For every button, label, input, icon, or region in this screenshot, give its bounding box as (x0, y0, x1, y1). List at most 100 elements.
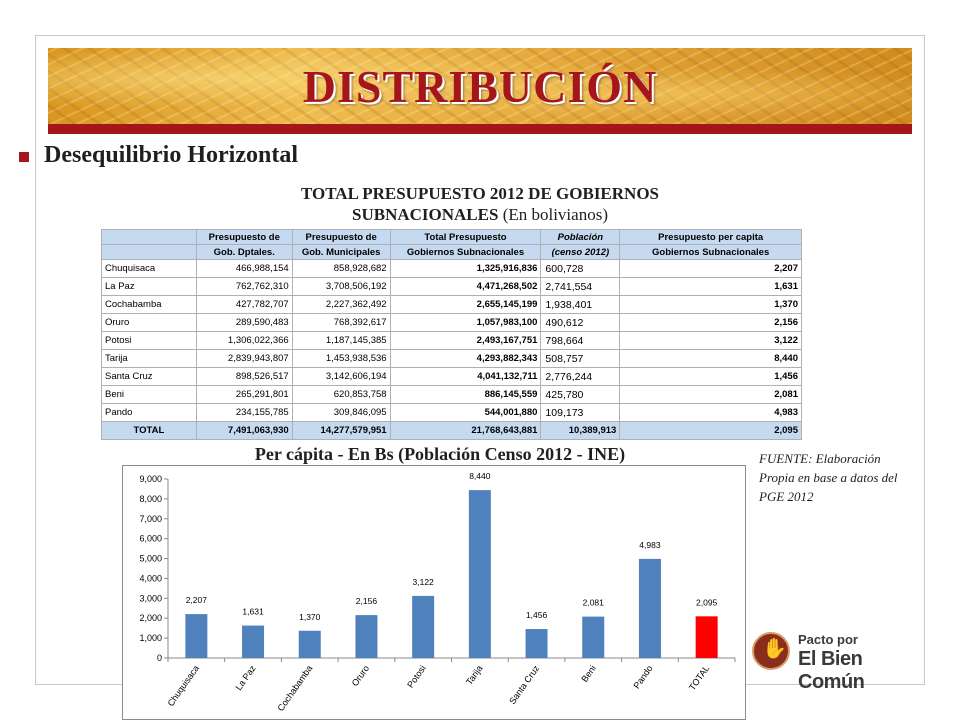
bar-value-label: 2,156 (356, 596, 378, 606)
table-title-line2: SUBNACIONALES (En bolivianos) (240, 204, 720, 225)
bar-oruro (355, 615, 378, 658)
table-total-row: TOTAL 7,491,063,930 14,277,579,951 21,768,6… (101, 421, 802, 440)
table-cell-total: 886,145,559 (389, 385, 542, 404)
y-tick-label: 0 (157, 653, 162, 663)
table-row: Potosi 1,306,022,366 1,187,145,385 2,493,16… (101, 331, 802, 350)
table-cell-municipales: 768,392,617 (291, 313, 391, 332)
table-cell-municipales: 3,708,506,192 (291, 277, 391, 296)
table-cell-total: 2,655,145,199 (389, 295, 542, 314)
y-tick-label: 8,000 (139, 494, 162, 504)
bar-tarija (468, 490, 491, 658)
table-cell-percapita: 4,983 (619, 403, 802, 422)
bar-value-label: 1,631 (242, 607, 264, 617)
table-total-municipales: 14,277,579,951 (291, 421, 391, 440)
table-header-cell: Presupuesto de (195, 229, 293, 245)
bar-cochabamba (298, 630, 321, 658)
table-cell-municipales: 3,142,606,194 (291, 367, 391, 386)
table-cell-percapita: 3,122 (619, 331, 802, 350)
bar-potosi (412, 595, 435, 658)
table-header-cell: Presupuesto de (291, 229, 391, 245)
chart-title: Per cápita - En Bs (Población Censo 2012… (254, 444, 626, 464)
logo-line2: El Bien Común (798, 648, 865, 693)
logo-line1: Pacto por (798, 632, 858, 647)
y-tick-label: 5,000 (139, 554, 162, 564)
table-cell-total: 4,471,268,502 (389, 277, 542, 296)
table-cell-poblacion: 425,780 (540, 385, 621, 404)
x-category-label: Tarija (464, 663, 485, 686)
table-cell-name: La Paz (101, 277, 197, 296)
x-category-label: La Paz (233, 663, 258, 692)
table-cell-name: Cochabamba (101, 295, 197, 314)
bar-value-label: 8,440 (469, 471, 491, 481)
table-cell-total: 544,001,880 (389, 403, 542, 422)
table-header-cell (101, 244, 197, 260)
table-cell-total: 1,325,916,836 (389, 259, 542, 278)
table-header-cell: Población (540, 229, 621, 245)
table-header-cell: Total Presupuesto (389, 229, 542, 245)
slide-title: DISTRIBUCIÓN (302, 60, 658, 112)
table-header-row: Gob. Dptales. Gob. Municipales Gobiernos S… (101, 244, 802, 260)
table-title-line1: TOTAL PRESUPUESTO 2012 DE GOBIERNOS (300, 184, 660, 203)
table-cell-name: Beni (101, 385, 197, 404)
x-category-label: Cochabamba (275, 663, 314, 713)
table-cell-dptales: 2,839,943,807 (195, 349, 293, 368)
bar-value-label: 2,095 (696, 597, 718, 607)
bar-chuquisaca (185, 614, 208, 658)
table-total-total: 21,768,643,881 (389, 421, 542, 440)
table-title: TOTAL PRESUPUESTO 2012 DE GOBIERNOS SUBN… (240, 183, 720, 225)
table-cell-municipales: 309,846,095 (291, 403, 391, 422)
table-header-cell: Presupuesto per capita (619, 229, 802, 245)
source-note: FUENTE: Elaboración Propia en base a dat… (759, 451, 898, 504)
y-tick-label: 6,000 (139, 534, 162, 544)
x-category-label: Santa Cruz (507, 663, 541, 706)
x-category-label: Pando (631, 663, 654, 690)
table-cell-percapita: 2,207 (619, 259, 802, 278)
table-total-dptales: 7,491,063,930 (195, 421, 293, 440)
table-total-name: TOTAL (101, 421, 197, 440)
table-cell-percapita: 2,081 (619, 385, 802, 404)
table-cell-total: 1,057,983,100 (389, 313, 542, 332)
bar-value-label: 1,456 (526, 610, 548, 620)
logo-hand-icon: ✋ (762, 636, 787, 660)
x-category-label: Potosi (405, 663, 428, 689)
table-cell-dptales: 762,762,310 (195, 277, 293, 296)
table-cell-total: 4,293,882,343 (389, 349, 542, 368)
title-banner (48, 48, 912, 124)
table-cell-name: Pando (101, 403, 197, 422)
table-cell-municipales: 1,187,145,385 (291, 331, 391, 350)
table-cell-percapita: 1,456 (619, 367, 802, 386)
table-header-cell: Gobiernos Subnacionales (619, 244, 802, 260)
table-cell-dptales: 289,590,483 (195, 313, 293, 332)
table-row: Chuquisaca 466,988,154 858,928,682 1,325,91… (101, 259, 802, 278)
logo-emblem-icon (752, 632, 790, 670)
table-row: Tarija 2,839,943,807 1,453,938,536 4,293,88… (101, 349, 802, 368)
table-cell-name: Santa Cruz (101, 367, 197, 386)
table-cell-total: 4,041,132,711 (389, 367, 542, 386)
table-title-line2-plain: (En bolivianos) (502, 205, 608, 224)
table-header-cell: Gob. Municipales (291, 244, 391, 260)
table-cell-poblacion: 490,612 (540, 313, 621, 332)
table-header-cell: Gobiernos Subnacionales (389, 244, 542, 260)
table-cell-municipales: 2,227,362,492 (291, 295, 391, 314)
table-cell-name: Tarija (101, 349, 197, 368)
bar-la-paz (242, 625, 265, 658)
bar-value-label: 1,370 (299, 612, 321, 622)
table-cell-percapita: 1,631 (619, 277, 802, 296)
bar-total (695, 616, 718, 658)
table-cell-poblacion: 798,664 (540, 331, 621, 350)
y-tick-label: 9,000 (139, 474, 162, 484)
y-tick-label: 4,000 (139, 573, 162, 583)
budget-table: Presupuesto de Presupuesto de Total Presup… (101, 229, 802, 440)
table-row: Pando 234,155,785 309,846,095 544,001,880 10… (101, 403, 802, 422)
pacto-logo: ✋ Pacto por El Bien Común (752, 630, 922, 693)
table-row: Beni 265,291,801 620,853,758 886,145,559 425… (101, 385, 802, 404)
table-cell-percapita: 1,370 (619, 295, 802, 314)
table-cell-percapita: 2,156 (619, 313, 802, 332)
bar-pando (638, 558, 661, 658)
title-underline-bar (48, 124, 912, 134)
table-row: Santa Cruz 898,526,517 3,142,606,194 4,041,… (101, 367, 802, 386)
table-header-cell (101, 229, 197, 245)
table-title-line2-bold: SUBNACIONALES (352, 205, 499, 224)
table-row: Cochabamba 427,782,707 2,227,362,492 2,655,… (101, 295, 802, 314)
table-cell-poblacion: 1,938,401 (540, 295, 621, 314)
